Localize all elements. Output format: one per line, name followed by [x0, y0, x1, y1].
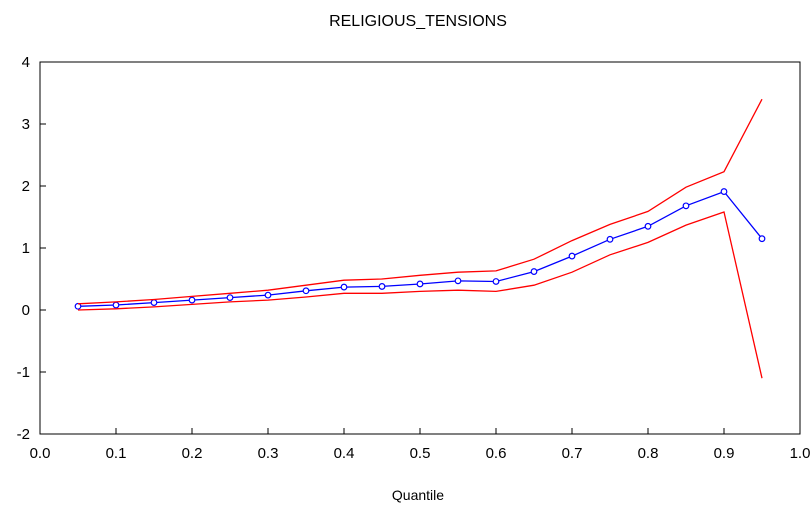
chart-title: RELIGIOUS_TENSIONS: [329, 13, 507, 30]
series-layer: [74, 98, 766, 379]
data-point: [378, 283, 386, 290]
data-point: [606, 235, 614, 243]
data-point: [682, 202, 690, 210]
x-axis-title: Quantile: [392, 487, 444, 503]
plot-frame: [39, 61, 801, 435]
y-tick-label: -2: [17, 426, 30, 443]
data-point: [340, 283, 348, 291]
x-tick-label: 0.6: [486, 445, 507, 462]
series-line-2: [77, 211, 763, 379]
x-tick-label: 0.7: [562, 445, 583, 462]
data-point: [416, 280, 424, 288]
data-point: [226, 294, 234, 302]
y-axis: -2 -1 0 1 2 3 4: [17, 54, 46, 443]
x-tick-label: 0.0: [30, 445, 51, 462]
data-point: [454, 277, 462, 285]
data-point: [644, 222, 652, 230]
y-tick-label: 1: [22, 240, 30, 257]
data-point: [758, 235, 766, 243]
x-tick-label: 0.1: [106, 445, 127, 462]
data-point: [188, 296, 196, 304]
series-line-1: [77, 98, 763, 305]
x-tick-label: 0.3: [258, 445, 279, 462]
y-tick-label: 4: [22, 54, 30, 71]
x-axis: 0.0 0.1 0.2 0.3 0.4 0.5 0.6 0.7 0.8 0.9 1.0: [30, 428, 811, 462]
y-tick-label: -1: [17, 364, 30, 381]
x-tick-label: 0.5: [410, 445, 431, 462]
x-tick-label: 1.0: [790, 445, 811, 462]
data-point: [264, 291, 272, 299]
y-tick-label: 3: [22, 116, 30, 133]
data-point: [568, 252, 576, 260]
x-tick-label: 0.8: [638, 445, 659, 462]
series-line-0: [77, 190, 763, 307]
y-tick-label: 2: [22, 178, 30, 195]
data-point: [302, 287, 310, 295]
data-point: [492, 278, 500, 285]
data-point: [112, 301, 120, 309]
data-point: [720, 188, 728, 195]
y-tick-label: 0: [22, 302, 30, 319]
x-tick-label: 0.9: [714, 445, 735, 462]
x-tick-label: 0.2: [182, 445, 203, 462]
data-point: [530, 268, 538, 275]
x-tick-label: 0.4: [334, 445, 355, 462]
data-point: [150, 299, 158, 306]
